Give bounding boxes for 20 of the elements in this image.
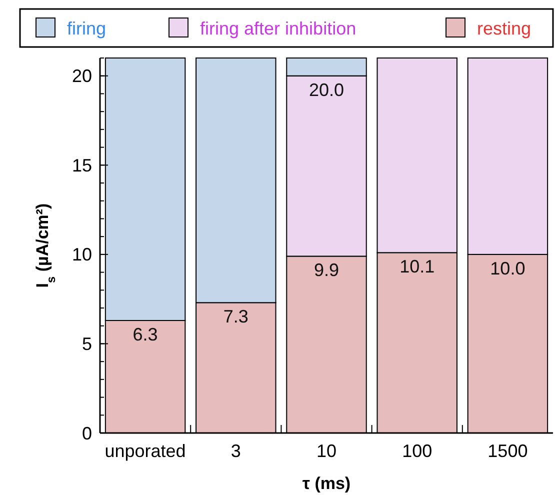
x-tick-label: 3 <box>230 441 241 461</box>
x-tick-label: 1500 <box>488 441 528 461</box>
y-tick-label: 5 <box>82 334 92 354</box>
y-tick-label: 10 <box>72 244 92 265</box>
data-label: 6.3 <box>132 324 158 344</box>
y-tick-label: 20 <box>72 66 92 86</box>
data-label: 10.0 <box>490 258 526 278</box>
legend-label: firing after inhibition <box>200 18 356 38</box>
y-tick-label: 0 <box>82 423 92 444</box>
legend-label: firing <box>67 18 106 38</box>
x-tick-label: unporated <box>104 441 186 461</box>
annotation: 20.0 <box>308 80 344 100</box>
y-tick-label: 15 <box>72 155 92 176</box>
x-axis-title: τ (ms) <box>302 474 351 493</box>
data-label: 10.1 <box>400 256 435 277</box>
legend-label: resting <box>477 18 532 38</box>
data-label: 7.3 <box>223 306 248 327</box>
x-tick-label: 100 <box>402 441 432 461</box>
x-tick-label: 10 <box>316 441 337 461</box>
data-label: 9.9 <box>314 260 340 280</box>
